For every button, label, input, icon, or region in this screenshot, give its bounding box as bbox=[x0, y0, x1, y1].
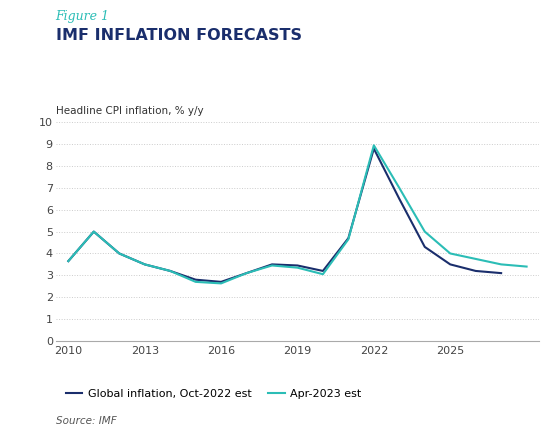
Text: Headline CPI inflation, % y/y: Headline CPI inflation, % y/y bbox=[56, 106, 203, 116]
Text: Source: IMF: Source: IMF bbox=[56, 416, 116, 426]
Text: Figure 1: Figure 1 bbox=[56, 10, 110, 23]
Text: IMF INFLATION FORECASTS: IMF INFLATION FORECASTS bbox=[56, 28, 301, 43]
Legend: Global inflation, Oct-2022 est, Apr-2023 est: Global inflation, Oct-2022 est, Apr-2023… bbox=[61, 385, 366, 403]
